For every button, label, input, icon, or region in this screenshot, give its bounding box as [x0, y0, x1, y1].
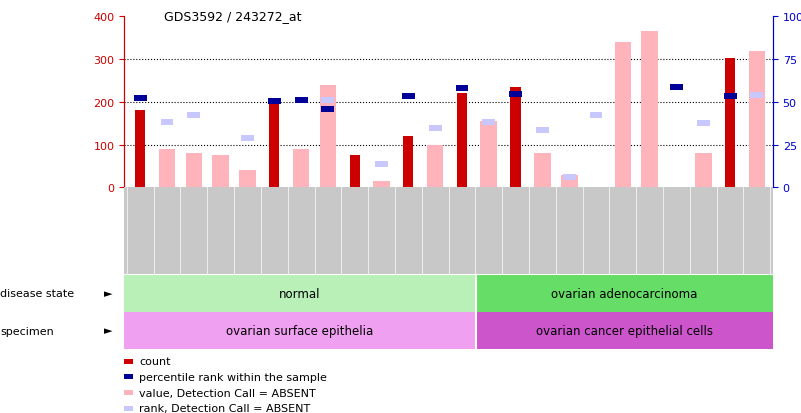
Bar: [534, 154, 551, 188]
Text: ovarian adenocarcinoma: ovarian adenocarcinoma: [551, 287, 698, 300]
Bar: [670, 85, 683, 91]
Text: ►: ►: [103, 289, 112, 299]
Text: ►: ►: [103, 326, 112, 336]
Bar: [510, 88, 521, 188]
Text: percentile rank within the sample: percentile rank within the sample: [139, 372, 328, 382]
Bar: [212, 156, 229, 188]
Text: ovarian surface epithelia: ovarian surface epithelia: [226, 324, 373, 337]
Bar: [427, 145, 444, 188]
Bar: [375, 161, 388, 167]
Bar: [402, 94, 415, 100]
Bar: [135, 111, 145, 188]
Bar: [670, 85, 683, 91]
Bar: [241, 136, 254, 142]
Bar: [320, 85, 336, 188]
Text: specimen: specimen: [0, 326, 54, 336]
Bar: [159, 150, 175, 188]
Text: GDS3592 / 243272_at: GDS3592 / 243272_at: [164, 10, 302, 23]
Bar: [509, 92, 522, 98]
Text: normal: normal: [279, 287, 320, 300]
Bar: [749, 52, 765, 188]
Bar: [614, 43, 631, 188]
Bar: [268, 99, 280, 105]
Bar: [456, 85, 469, 92]
Bar: [723, 94, 736, 100]
Bar: [239, 171, 256, 188]
Bar: [697, 121, 710, 127]
Bar: [563, 174, 576, 180]
Bar: [561, 175, 578, 188]
Bar: [269, 105, 280, 188]
Bar: [590, 112, 602, 119]
Bar: [403, 137, 413, 188]
Bar: [293, 150, 309, 188]
Bar: [725, 59, 735, 188]
Bar: [134, 95, 147, 101]
Bar: [124, 313, 476, 349]
Bar: [751, 93, 763, 99]
Bar: [295, 97, 308, 104]
Bar: [457, 94, 467, 188]
Bar: [187, 112, 200, 119]
Bar: [482, 120, 495, 126]
Text: count: count: [139, 356, 171, 366]
Bar: [321, 107, 334, 113]
Bar: [536, 127, 549, 133]
Bar: [481, 122, 497, 188]
Bar: [373, 182, 390, 188]
Text: value, Detection Call = ABSENT: value, Detection Call = ABSENT: [139, 388, 316, 398]
Bar: [349, 156, 360, 188]
Text: rank, Detection Call = ABSENT: rank, Detection Call = ABSENT: [139, 404, 311, 413]
Text: disease state: disease state: [0, 289, 74, 299]
Bar: [161, 120, 174, 126]
Bar: [695, 154, 711, 188]
Bar: [476, 275, 773, 312]
Bar: [321, 97, 334, 104]
Bar: [429, 125, 441, 131]
Text: ovarian cancer epithelial cells: ovarian cancer epithelial cells: [536, 324, 713, 337]
Bar: [642, 32, 658, 188]
Bar: [124, 275, 476, 312]
Bar: [476, 313, 773, 349]
Bar: [186, 154, 202, 188]
